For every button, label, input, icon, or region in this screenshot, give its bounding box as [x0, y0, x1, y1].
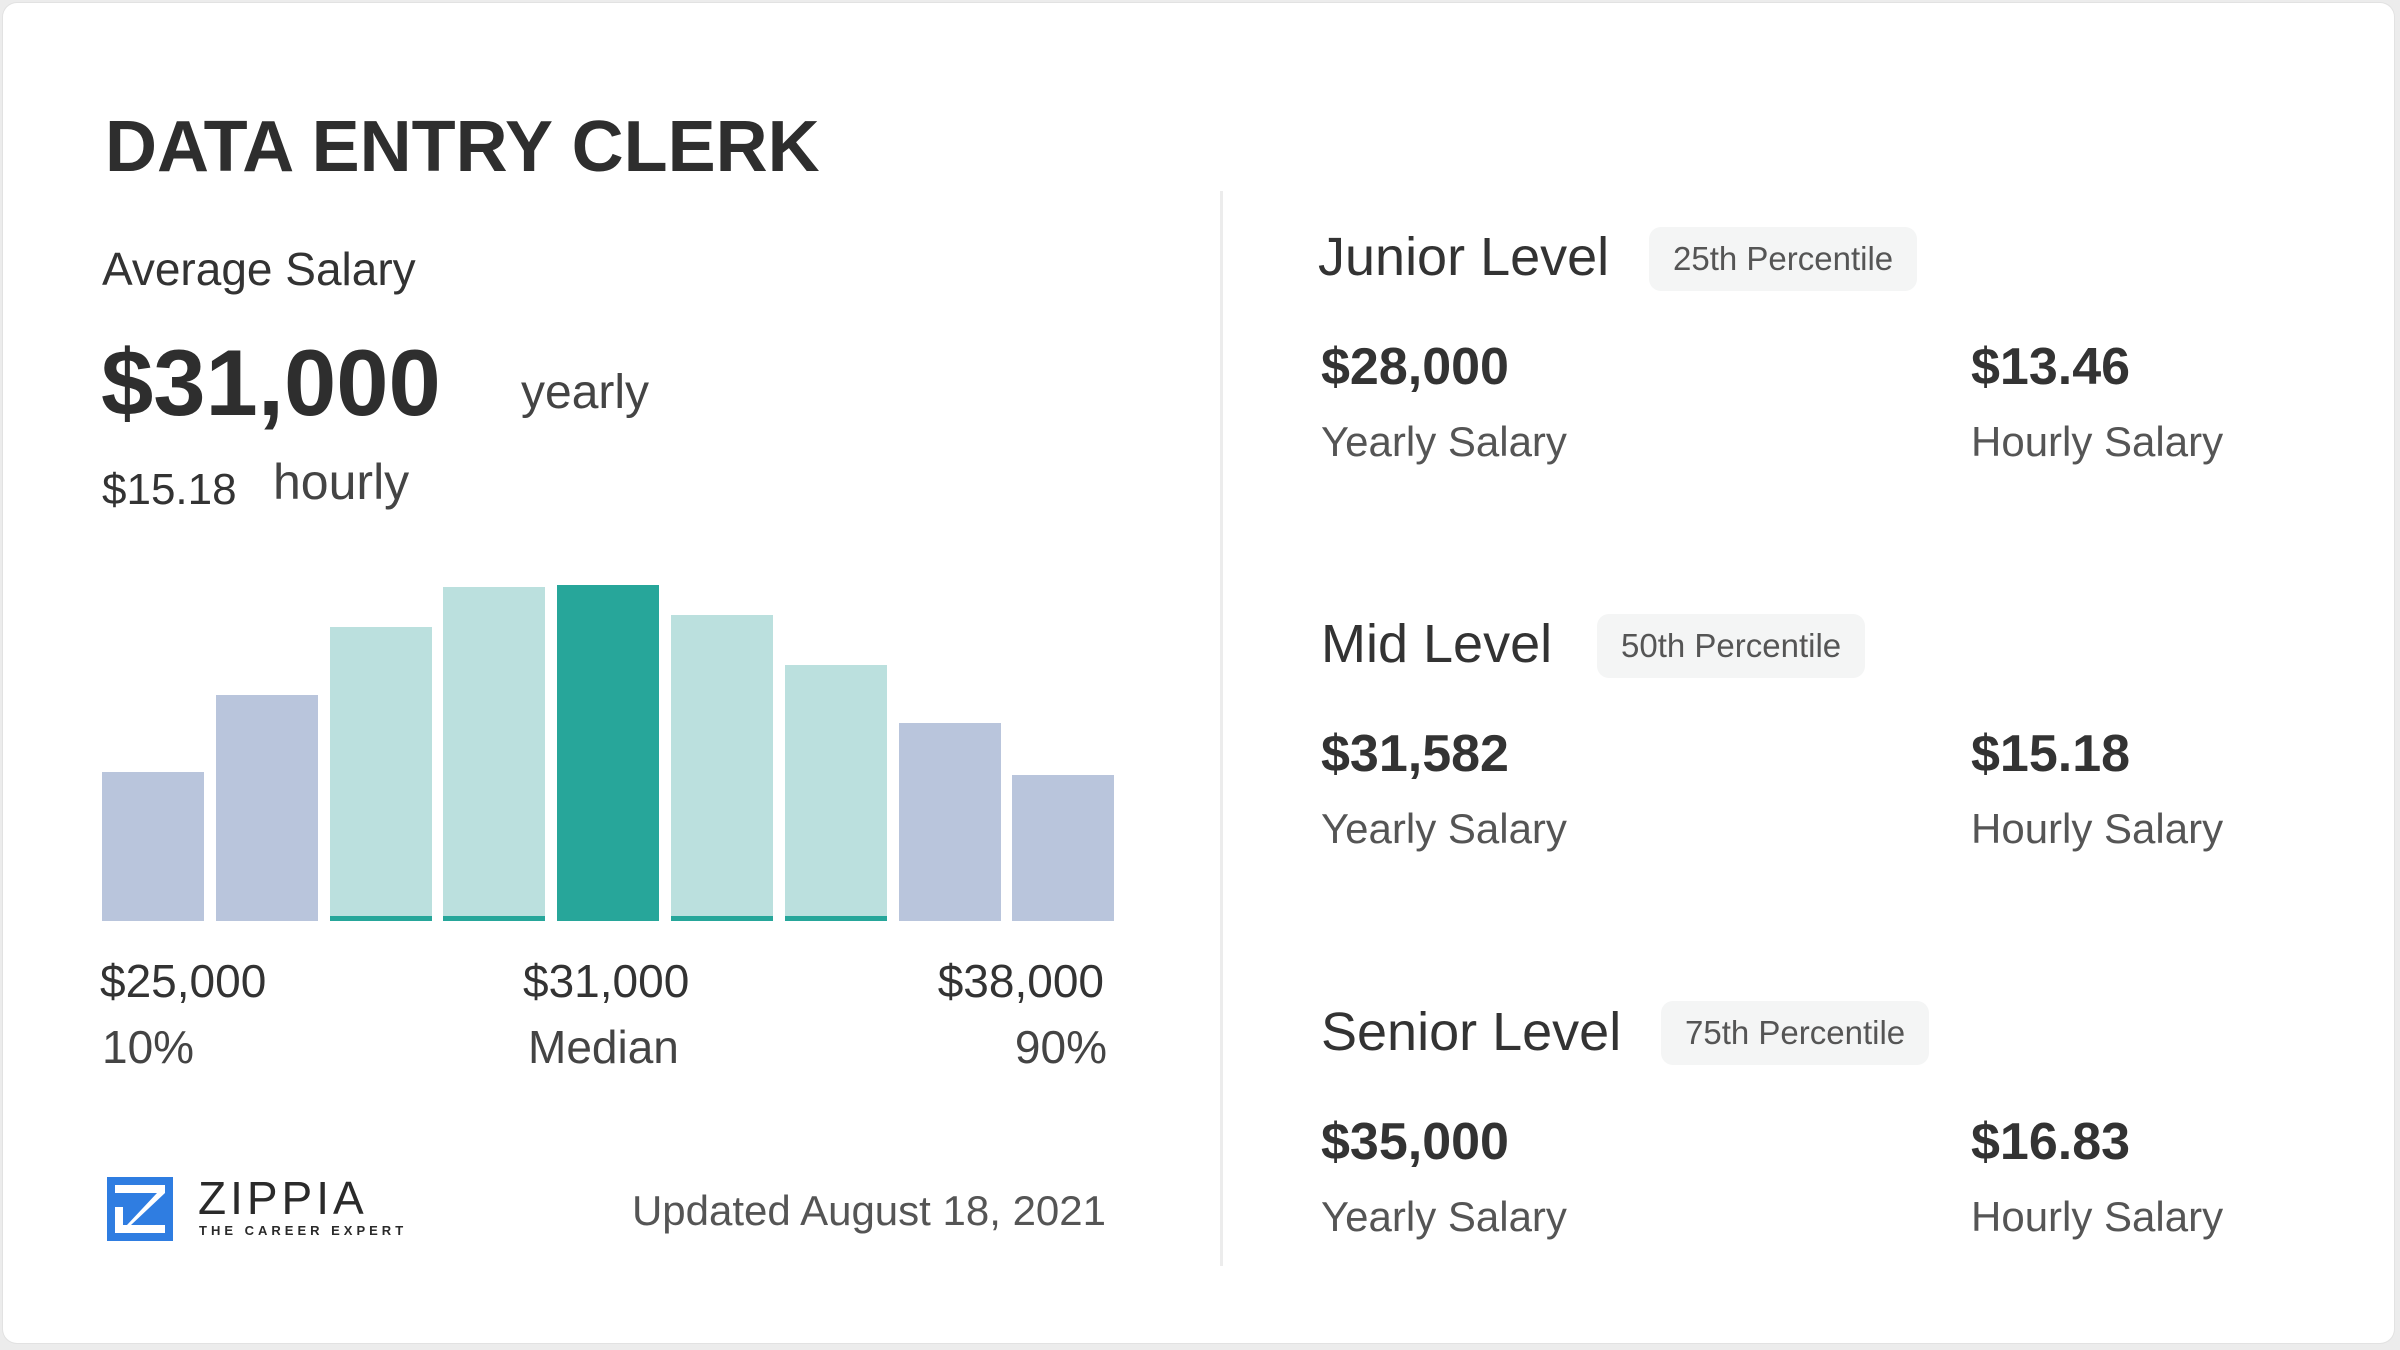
chart-bar [1012, 775, 1114, 921]
senior-level-title: Senior Level [1321, 1002, 1622, 1062]
page-title: DATA ENTRY CLERK [105, 107, 820, 187]
axis-high-percentile: 90% [1014, 1021, 1107, 1073]
junior-yearly-value: $28,000 [1321, 338, 1509, 396]
brand-tagline: THE CAREER EXPERT [199, 1223, 408, 1238]
axis-low-percentile: 10% [102, 1021, 195, 1073]
mid-hourly-value: $15.18 [1971, 725, 2131, 783]
zippia-logo-icon[interactable] [107, 1177, 173, 1241]
average-yearly-value: $31,000 [101, 330, 441, 435]
junior-hourly-label: Hourly Salary [1971, 418, 2224, 465]
chart-bar [785, 665, 887, 921]
salary-distribution-chart [102, 563, 1115, 921]
median-bar [557, 585, 659, 921]
average-hourly-value: $15.18 [102, 465, 237, 514]
senior-yearly-label: Yearly Salary [1321, 1193, 1567, 1240]
junior-hourly-value: $13.46 [1971, 338, 2131, 396]
axis-median-value: $31,000 [523, 955, 690, 1007]
mid-level-title: Mid Level [1321, 614, 1553, 674]
brand-name: ZIPPIA [198, 1172, 368, 1224]
updated-date: Updated August 18, 2021 [631, 1187, 1106, 1234]
chart-bar [443, 587, 545, 921]
average-salary-label: Average Salary [102, 243, 416, 295]
column-divider [1220, 191, 1223, 1266]
axis-median-label: Median [528, 1021, 679, 1073]
chart-bar [899, 723, 1001, 921]
mid-yearly-label: Yearly Salary [1321, 805, 1567, 852]
average-yearly-unit: yearly [521, 366, 650, 419]
chart-bar [102, 772, 204, 921]
chart-bar [330, 627, 432, 921]
senior-percentile-badge: 75th Percentile [1661, 1001, 1930, 1065]
junior-percentile-badge: 25th Percentile [1649, 227, 1918, 291]
mid-hourly-label: Hourly Salary [1971, 805, 2224, 852]
chart-bar [216, 695, 318, 921]
mid-yearly-value: $31,582 [1321, 725, 1509, 783]
junior-level-title: Junior Level [1318, 227, 1610, 287]
senior-hourly-label: Hourly Salary [1971, 1193, 2224, 1240]
axis-low-value: $25,000 [100, 955, 267, 1007]
senior-hourly-value: $16.83 [1971, 1113, 2131, 1171]
junior-yearly-label: Yearly Salary [1321, 418, 1567, 465]
average-hourly-unit: hourly [273, 454, 410, 510]
axis-high-value: $38,000 [937, 955, 1104, 1007]
chart-bar [671, 615, 773, 921]
mid-percentile-badge: 50th Percentile [1597, 614, 1866, 678]
salary-card: DATA ENTRY CLERK Average Salary $31,000 … [3, 3, 2394, 1343]
senior-yearly-value: $35,000 [1321, 1113, 1509, 1171]
